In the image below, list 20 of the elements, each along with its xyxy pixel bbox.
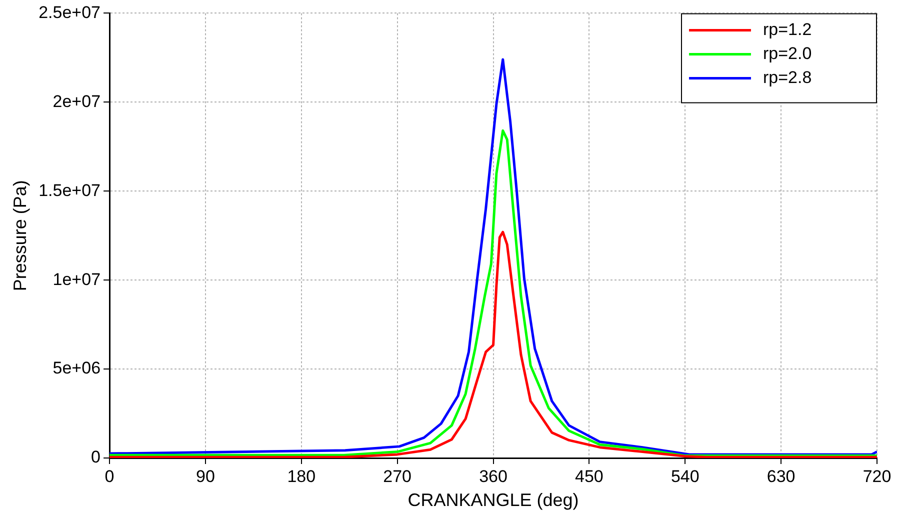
x-tick-label: 450 xyxy=(575,466,604,486)
y-tick-label: 1e+07 xyxy=(52,270,101,289)
x-axis-title: CRANKANGLE (deg) xyxy=(408,490,579,510)
x-tick-label: 360 xyxy=(479,466,508,486)
y-tick-label: 2.5e+07 xyxy=(38,2,101,22)
x-tick-label: 90 xyxy=(196,466,215,486)
legend-label: rp=2.0 xyxy=(763,44,812,63)
x-tick-label: 270 xyxy=(383,466,412,486)
legend-label: rp=1.2 xyxy=(763,20,812,39)
x-tick-label: 180 xyxy=(287,466,316,486)
x-tick-label: 720 xyxy=(862,466,892,486)
x-tick-label: 0 xyxy=(104,466,114,486)
y-axis-title: Pressure (Pa) xyxy=(10,180,30,292)
y-tick-label: 1.5e+07 xyxy=(38,180,101,200)
x-tick-label: 630 xyxy=(766,466,796,486)
legend-label: rp=2.8 xyxy=(763,68,812,87)
x-tick-label: 540 xyxy=(670,466,700,486)
y-tick-label: 5e+06 xyxy=(52,358,101,378)
y-tick-label: 0 xyxy=(91,448,101,467)
y-tick-label: 2e+07 xyxy=(52,92,101,111)
